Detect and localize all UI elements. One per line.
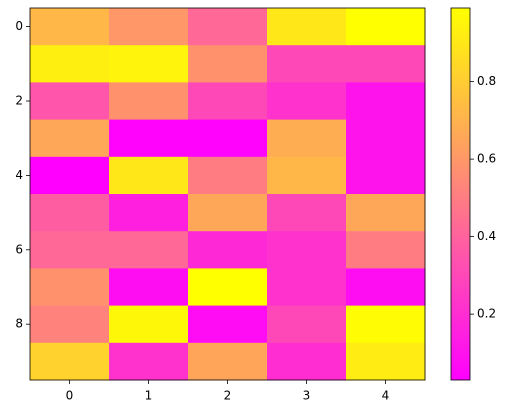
heatmap-cell (188, 156, 268, 195)
heatmap-cell (188, 305, 268, 344)
heatmap-cell (109, 231, 189, 269)
heatmap-cell (30, 342, 110, 381)
heatmap-cell (346, 268, 426, 307)
heatmap-cell (346, 82, 426, 121)
heatmap-cell (267, 82, 347, 121)
heatmap-cell (188, 268, 268, 307)
y-tick-label: 4 (15, 168, 23, 182)
heatmap-cell (30, 194, 110, 232)
heatmap-cell (267, 342, 347, 381)
x-tick-label: 3 (303, 389, 311, 403)
colorbar-tick-label: 0.8 (477, 74, 496, 88)
x-tick-label: 2 (224, 389, 232, 403)
heatmap-cell (109, 119, 189, 158)
x-tick-label: 4 (382, 389, 390, 403)
heatmap-cell (346, 45, 426, 83)
heatmap-cell (30, 156, 110, 195)
heatmap-cell (109, 156, 189, 195)
heatmap-cell (109, 305, 189, 344)
colorbar-tick-label: 0.4 (477, 229, 496, 243)
heatmap-cell (188, 342, 268, 381)
heatmap-cell (188, 82, 268, 121)
y-tick-label: 6 (15, 242, 23, 256)
heatmap-cell (346, 119, 426, 158)
heatmap-cell (109, 45, 189, 83)
heatmap-cell (346, 194, 426, 232)
heatmap-cell (267, 156, 347, 195)
heatmap-cell (267, 45, 347, 83)
heatmap-cell (30, 305, 110, 344)
heatmap-cell (109, 194, 189, 232)
heatmap-cell (267, 268, 347, 307)
heatmap-cell (267, 194, 347, 232)
heatmap-cell (188, 8, 268, 46)
heatmap-cell (188, 231, 268, 269)
colorbar-tick-label: 0.2 (477, 307, 496, 321)
heatmap-cell (30, 119, 110, 158)
heatmap-cell (346, 305, 426, 344)
heatmap-cell (346, 8, 426, 46)
x-tick-label: 1 (145, 389, 153, 403)
heatmap-cell (346, 231, 426, 269)
heatmap-cell (109, 8, 189, 46)
x-tick-label: 0 (66, 389, 74, 403)
heatmap-cell (30, 45, 110, 83)
heatmap-cell (267, 305, 347, 344)
colorbar-tick-label: 0.6 (477, 152, 496, 166)
heatmap-cell (267, 8, 347, 46)
heatmap-cell (188, 45, 268, 83)
heatmap-cell (30, 231, 110, 269)
heatmap-cell (346, 156, 426, 195)
heatmap-cell (30, 8, 110, 46)
colorbar (450, 7, 471, 381)
y-tick-label: 8 (15, 317, 23, 331)
heatmap-cell (30, 82, 110, 121)
heatmap-cell (30, 268, 110, 307)
heatmap-cell (109, 82, 189, 121)
heatmap-cell (109, 268, 189, 307)
heatmap-cell (267, 231, 347, 269)
heatmap-cell (109, 342, 189, 381)
heatmap-cell (188, 194, 268, 232)
heatmap-cell (267, 119, 347, 158)
y-tick-label: 0 (15, 19, 23, 33)
heatmap-cell (188, 119, 268, 158)
y-tick-label: 2 (15, 94, 23, 108)
heatmap-cell (346, 342, 426, 381)
